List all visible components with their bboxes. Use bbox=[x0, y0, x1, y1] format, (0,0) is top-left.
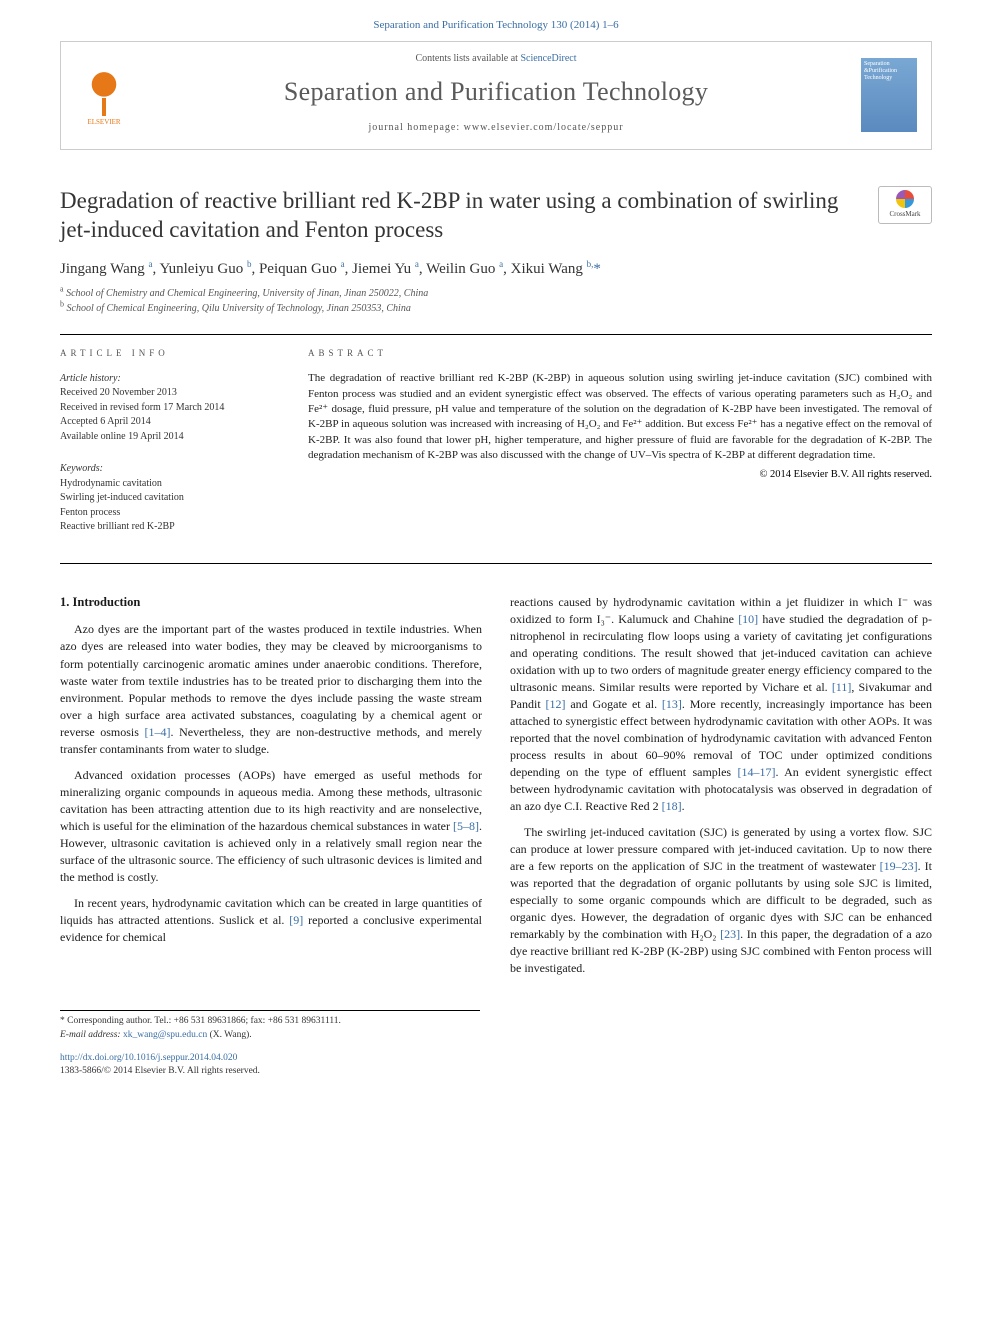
citation-line: Separation and Purification Technology 1… bbox=[0, 0, 992, 41]
article-info-label: ARTICLE INFO bbox=[60, 347, 280, 360]
corresponding-footnote: * Corresponding author. Tel.: +86 531 89… bbox=[60, 1010, 480, 1042]
affiliation-b: b School of Chemical Engineering, Qilu U… bbox=[60, 301, 932, 316]
journal-name: Separation and Purification Technology bbox=[79, 74, 913, 110]
keyword-1: Hydrodynamic cavitation bbox=[60, 477, 280, 492]
para-r1: reactions caused by hydrodynamic cavitat… bbox=[510, 594, 932, 815]
journal-cover-thumb: Separation &Purification Technology bbox=[861, 58, 917, 132]
affiliation-a: a School of Chemistry and Chemical Engin… bbox=[60, 286, 932, 301]
history-accepted: Accepted 6 April 2014 bbox=[60, 415, 280, 430]
body-left-column: 1. Introduction Azo dyes are the importa… bbox=[60, 594, 482, 987]
keyword-2: Swirling jet-induced cavitation bbox=[60, 491, 280, 506]
publisher-label: ELSEVIER bbox=[87, 118, 120, 128]
homepage-line: journal homepage: www.elsevier.com/locat… bbox=[79, 121, 913, 135]
abstract-copyright: © 2014 Elsevier B.V. All rights reserved… bbox=[308, 468, 932, 483]
keywords-heading: Keywords: bbox=[60, 462, 280, 477]
email-suffix: (X. Wang). bbox=[207, 1030, 251, 1040]
divider-bottom bbox=[60, 563, 932, 564]
para-l3: In recent years, hydrodynamic cavitation… bbox=[60, 895, 482, 946]
para-r2: The swirling jet-induced cavitation (SJC… bbox=[510, 824, 932, 977]
crossmark-badge[interactable]: CrossMark bbox=[878, 186, 932, 224]
homepage-prefix: journal homepage: bbox=[368, 122, 463, 133]
corr-email-link[interactable]: xk_wang@spu.edu.cn bbox=[123, 1030, 207, 1040]
abstract-text: The degradation of reactive brilliant re… bbox=[308, 371, 932, 463]
sciencedirect-link[interactable]: ScienceDirect bbox=[520, 53, 576, 64]
email-label: E-mail address: bbox=[60, 1030, 123, 1040]
history-heading: Article history: bbox=[60, 372, 280, 387]
corr-author-line: * Corresponding author. Tel.: +86 531 89… bbox=[60, 1015, 480, 1028]
body-right-column: reactions caused by hydrodynamic cavitat… bbox=[510, 594, 932, 987]
issn-copyright: 1383-5866/© 2014 Elsevier B.V. All right… bbox=[60, 1065, 932, 1078]
abstract-label: ABSTRACT bbox=[308, 347, 932, 360]
contents-prefix: Contents lists available at bbox=[415, 53, 520, 64]
article-frontmatter: Degradation of reactive brilliant red K-… bbox=[60, 150, 932, 564]
keyword-3: Fenton process bbox=[60, 506, 280, 521]
abstract-column: ABSTRACT The degradation of reactive bri… bbox=[308, 347, 932, 535]
affiliations: a School of Chemistry and Chemical Engin… bbox=[60, 286, 932, 316]
corr-email-line: E-mail address: xk_wang@spu.edu.cn (X. W… bbox=[60, 1029, 480, 1042]
doi-link[interactable]: http://dx.doi.org/10.1016/j.seppur.2014.… bbox=[60, 1053, 237, 1063]
crossmark-icon bbox=[896, 190, 914, 208]
keyword-4: Reactive brilliant red K-2BP bbox=[60, 520, 280, 535]
elsevier-logo: ELSEVIER bbox=[75, 70, 133, 138]
crossmark-label: CrossMark bbox=[889, 210, 920, 220]
doi-block: http://dx.doi.org/10.1016/j.seppur.2014.… bbox=[60, 1052, 932, 1079]
body-two-column: 1. Introduction Azo dyes are the importa… bbox=[60, 594, 932, 987]
para-l2: Advanced oxidation processes (AOPs) have… bbox=[60, 767, 482, 886]
para-l1: Azo dyes are the important part of the w… bbox=[60, 621, 482, 757]
journal-header-box: ELSEVIER Separation &Purification Techno… bbox=[60, 41, 932, 149]
article-info-column: ARTICLE INFO Article history: Received 2… bbox=[60, 347, 280, 535]
history-received: Received 20 November 2013 bbox=[60, 386, 280, 401]
section-1-heading: 1. Introduction bbox=[60, 594, 482, 612]
author-list: Jingang Wang a, Yunleiyu Guo b, Peiquan … bbox=[60, 259, 932, 280]
history-online: Available online 19 April 2014 bbox=[60, 430, 280, 445]
homepage-url[interactable]: www.elsevier.com/locate/seppur bbox=[464, 122, 624, 133]
article-title: Degradation of reactive brilliant red K-… bbox=[60, 186, 864, 245]
elsevier-tree-icon bbox=[82, 70, 126, 118]
divider-top bbox=[60, 334, 932, 335]
contents-lists-line: Contents lists available at ScienceDirec… bbox=[79, 52, 913, 66]
history-revised: Received in revised form 17 March 2014 bbox=[60, 401, 280, 416]
